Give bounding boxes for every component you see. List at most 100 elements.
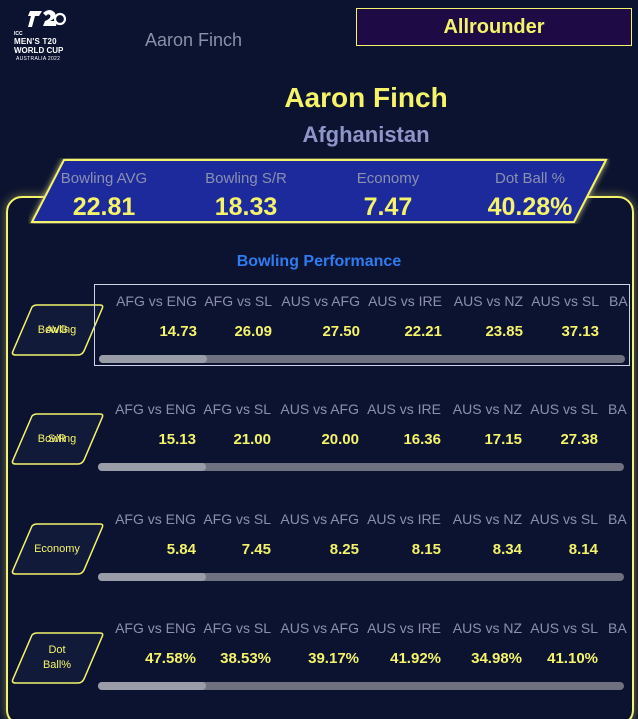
column-header: AUS vs IRE <box>367 401 441 417</box>
table-column: AFG vs SL 26.09 <box>95 285 272 345</box>
table-column: AFG vs SL 21.00 <box>94 393 271 453</box>
row-badge-bowling-sr: Bowling S/R <box>10 413 104 465</box>
table-cell: 21.00 <box>233 431 271 448</box>
role-label: Allrounder <box>443 15 545 38</box>
role-card: Allrounder <box>356 8 632 46</box>
column-header: BA <box>608 511 627 527</box>
column-header: AUS vs NZ <box>452 401 522 417</box>
row-label-line1: Bowling <box>37 323 77 336</box>
column-header: BA <box>609 293 628 309</box>
column-header: AFG vs SL <box>203 401 271 417</box>
table-column: AUS vs AFG 20.00 <box>94 393 359 453</box>
scrollbar-thumb[interactable] <box>98 573 206 581</box>
horizontal-scrollbar[interactable] <box>98 573 624 581</box>
table-economy[interactable]: AFG vs ENG 5.84 AFG vs SL 7.45 AUS vs AFG 8… <box>94 503 630 585</box>
table-cell: 34.98% <box>471 650 522 667</box>
kpi-band-shape <box>30 159 608 223</box>
column-header: AUS vs IRE <box>367 620 441 636</box>
row-label-line1: Economy <box>34 542 80 555</box>
table-column-clipped: BA <box>608 393 628 453</box>
kpi-value: 7.47 <box>363 193 413 221</box>
column-header: AUS vs NZ <box>452 511 522 527</box>
column-header: AFG vs SL <box>204 293 272 309</box>
table-bowling-avg[interactable]: AFG vs ENG 14.73 AFG vs SL 26.09 AUS vs AF… <box>94 284 630 366</box>
table-column: AUS vs AFG 8.25 <box>94 503 359 563</box>
table-cell: 26.09 <box>234 323 272 340</box>
table-cell: 8.34 <box>492 541 522 558</box>
column-header: AFG vs ENG <box>116 293 197 309</box>
row-badge-economy: Economy <box>10 523 104 575</box>
table-dot-ball[interactable]: AFG vs ENG 47.58% AFG vs SL 38.53% AUS vs … <box>94 612 630 694</box>
table-cell: 41.10% <box>547 650 598 667</box>
column-header: AFG vs SL <box>203 511 271 527</box>
table-cell: 27.50 <box>322 323 360 340</box>
player-name-title: Aaron Finch <box>284 82 448 113</box>
table-cell: 15.13 <box>158 431 196 448</box>
column-header: AUS vs AFG <box>280 620 359 636</box>
row-label-line2: S/R <box>47 432 67 445</box>
table-column-clipped: BA <box>609 285 629 345</box>
kpi-bowling-sr: Bowling S/R 18.33 <box>184 158 308 224</box>
table-cell: 5.84 <box>166 541 196 558</box>
scrollbar-thumb[interactable] <box>98 682 206 690</box>
kpi-dot-ball-pct: Dot Ball % 40.28% <box>468 158 592 224</box>
table-cell: 27.38 <box>560 431 598 448</box>
team-name-subtitle: Afghanistan <box>302 122 430 147</box>
column-header: AUS vs SL <box>530 620 598 636</box>
table-cell: 17.15 <box>484 431 522 448</box>
table-column: AFG vs ENG 47.58% <box>94 612 196 672</box>
table-cell: 23.85 <box>485 323 523 340</box>
kpi-bowling-avg: Bowling AVG 22.81 <box>42 158 166 224</box>
horizontal-scrollbar[interactable] <box>99 355 625 363</box>
table-column: AUS vs NZ 23.85 <box>95 285 523 345</box>
table-cell: 20.00 <box>321 431 359 448</box>
trophy-logo-icon <box>28 10 66 27</box>
table-cell: 8.14 <box>568 541 598 558</box>
table-column: AUS vs IRE 22.21 <box>95 285 442 345</box>
table-cell: 14.73 <box>159 323 197 340</box>
row-label-line2: AVG <box>45 323 69 336</box>
scrollbar-thumb[interactable] <box>99 355 207 363</box>
table-cell: 8.15 <box>411 541 441 558</box>
scrollbar-thumb[interactable] <box>98 463 206 471</box>
table-cell: 41.92% <box>390 650 441 667</box>
column-header: AUS vs IRE <box>367 511 441 527</box>
table-column: AFG vs ENG 15.13 <box>94 393 196 453</box>
table-column: AUS vs SL 41.10% <box>94 612 598 672</box>
kpi-label: Bowling S/R <box>205 170 287 187</box>
column-header: AFG vs ENG <box>115 401 196 417</box>
table-column: AFG vs SL 38.53% <box>94 612 271 672</box>
table-cell: 39.17% <box>308 650 359 667</box>
column-header: AUS vs AFG <box>280 401 359 417</box>
logo-text-australia: AUSTRALIA 2022 <box>16 56 61 62</box>
table-column: AUS vs SL 37.13 <box>95 285 599 345</box>
row-label-line1: Bowling <box>37 432 77 445</box>
kpi-label: Economy <box>356 170 420 187</box>
table-column: AUS vs NZ 34.98% <box>94 612 522 672</box>
column-header: AUS vs NZ <box>452 620 522 636</box>
table-column: AFG vs ENG 5.84 <box>94 503 196 563</box>
kpi-label: Dot Ball % <box>494 170 566 187</box>
column-header: BA <box>608 620 627 636</box>
kpi-economy: Economy 7.47 <box>326 158 450 224</box>
table-cell: 22.21 <box>404 323 442 340</box>
logo-text-world-cup: WORLD CUP <box>14 46 64 55</box>
horizontal-scrollbar[interactable] <box>98 682 624 690</box>
table-column: AFG vs ENG 14.73 <box>95 285 197 345</box>
column-header: AUS vs SL <box>531 293 599 309</box>
column-header: AUS vs SL <box>530 511 598 527</box>
table-cell: 38.53% <box>220 650 271 667</box>
horizontal-scrollbar[interactable] <box>98 463 624 471</box>
kpi-value: 22.81 <box>72 193 136 221</box>
table-column: AUS vs IRE 41.92% <box>94 612 441 672</box>
kpi-value: 18.33 <box>214 193 278 221</box>
column-header: AFG vs ENG <box>115 511 196 527</box>
column-header: AUS vs NZ <box>453 293 523 309</box>
column-header: AFG vs SL <box>203 620 271 636</box>
table-column: AUS vs SL 8.14 <box>94 503 598 563</box>
table-column: AUS vs IRE 16.36 <box>94 393 441 453</box>
player-slicer[interactable]: Aaron Finch <box>145 30 243 50</box>
table-column-clipped: BA <box>608 612 628 672</box>
table-bowling-sr[interactable]: AFG vs ENG 15.13 AFG vs SL 21.00 AUS vs AF… <box>94 393 630 475</box>
table-column: AUS vs SL 27.38 <box>94 393 598 453</box>
